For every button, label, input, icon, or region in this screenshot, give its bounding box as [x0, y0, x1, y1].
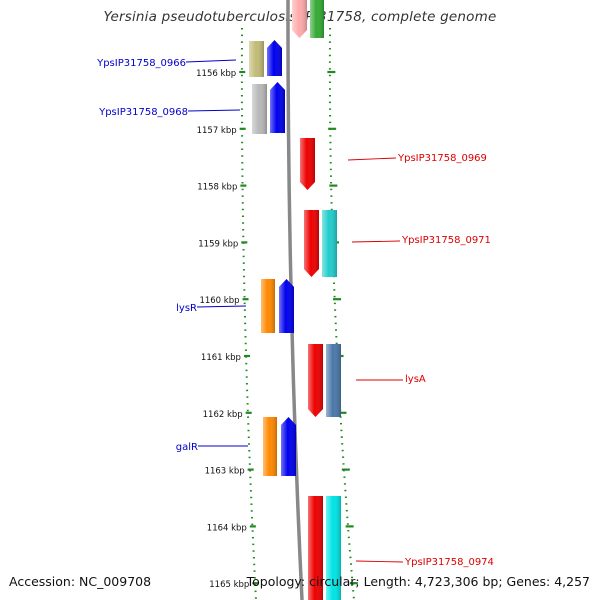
gene-label-leader-line [355, 560, 404, 563]
forward-strand-gene-0969[interactable] [300, 138, 315, 190]
cog-aqua-gene-0974[interactable] [326, 496, 341, 600]
genome-summary-text: Topology: circular; Length: 4,723,306 bp… [246, 574, 590, 589]
gene-label-leader-line [347, 157, 397, 161]
gene-label-leader-line [187, 109, 241, 112]
gene-label-leader-line [196, 305, 247, 308]
kbp-tick-label: 1158 kbp [197, 183, 237, 193]
kbp-tick-label: 1163 kbp [205, 467, 245, 477]
reverse-strand-gene-lysR[interactable] [279, 279, 294, 333]
forward-strand-gene-lysA[interactable] [308, 344, 323, 417]
cog-gray-gene-0968[interactable] [252, 84, 267, 134]
forward-strand-gene-0971[interactable] [304, 210, 319, 277]
cog-orange-gene-lysR[interactable] [261, 279, 275, 333]
cog-orange-gene-galR[interactable] [263, 417, 277, 476]
cog-olive-gene-0966[interactable] [249, 41, 264, 77]
left-dotted-rail [240, 27, 257, 600]
kbp-tick-label: 1159 kbp [198, 239, 238, 249]
right-dotted-rail [328, 27, 355, 600]
cog-steelblue-gene-lysA[interactable] [326, 344, 341, 417]
gene-label[interactable]: YpsIP31758_0968 [98, 107, 188, 118]
gene-label[interactable]: lysA [405, 374, 426, 385]
gene-label[interactable]: YpsIP31758_0971 [401, 235, 491, 246]
gene-label[interactable]: YpsIP31758_0966 [96, 58, 186, 69]
reverse-strand-gene-0968[interactable] [270, 82, 285, 133]
gene-label-leader-line [351, 240, 401, 243]
gene-label[interactable]: lysR [176, 303, 197, 314]
kbp-tick-label: 1164 kbp [207, 523, 247, 533]
gene-label[interactable]: YpsIP31758_0969 [397, 153, 487, 164]
gene-label[interactable]: YpsIP31758_0974 [404, 557, 494, 568]
kbp-tick-label: 1157 kbp [197, 126, 237, 136]
kbp-tick-label: 1161 kbp [201, 353, 241, 363]
kbp-tick-label: 1160 kbp [199, 296, 239, 306]
forward-strand-gene-0974[interactable] [308, 496, 323, 600]
kbp-tick-label: 1162 kbp [203, 410, 243, 420]
reverse-strand-gene-0966[interactable] [267, 40, 282, 76]
kbp-tick-label: 1156 kbp [196, 69, 236, 79]
gene-label[interactable]: galR [176, 442, 198, 453]
kbp-tick-label: 1165 kbp [209, 580, 249, 590]
cog-cyan-gene-0971[interactable] [322, 210, 337, 277]
accession-text: Accession: NC_009708 [9, 574, 152, 589]
forward-strand-gene-top[interactable] [292, 0, 307, 38]
reverse-strand-gene-galR[interactable] [281, 417, 296, 476]
cog-green-gene-top[interactable] [310, 0, 324, 38]
gene-label-leader-line [185, 59, 237, 63]
